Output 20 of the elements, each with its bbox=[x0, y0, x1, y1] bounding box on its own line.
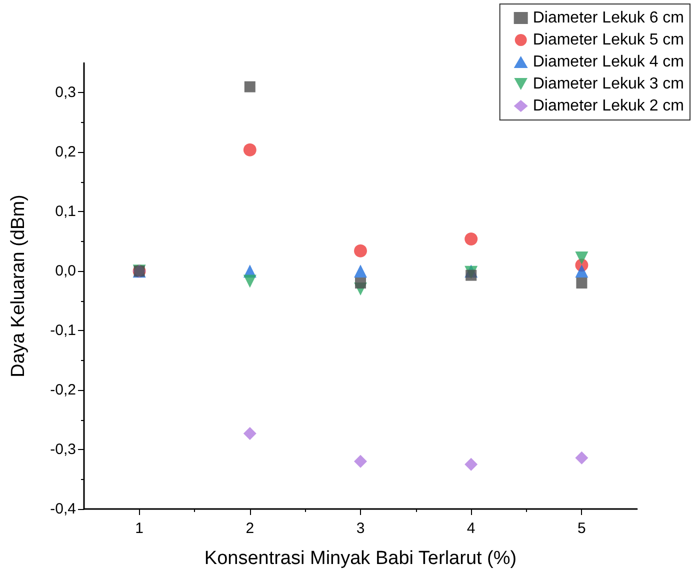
y-tick-label: 0,1 bbox=[55, 203, 76, 220]
y-tick-label: 0,0 bbox=[55, 262, 76, 280]
x-tick-label: 1 bbox=[135, 520, 144, 537]
y-axis-title: Daya Keluaran (dBm) bbox=[8, 194, 29, 378]
x-tick-label: 5 bbox=[578, 520, 586, 537]
y-tick-label: -0,3 bbox=[50, 441, 76, 458]
legend-label: Diameter Lekuk 5 cm bbox=[532, 32, 684, 48]
y-tick-label: -0,2 bbox=[50, 382, 76, 399]
legend-label: Diameter Lekuk 2 cm bbox=[532, 98, 684, 114]
legend-label: Diameter Lekuk 4 cm bbox=[532, 54, 684, 70]
y-tick-label: 0,2 bbox=[55, 144, 76, 161]
legend-label: Diameter Lekuk 3 cm bbox=[532, 76, 684, 92]
y-tick-label: -0,4 bbox=[50, 500, 76, 518]
legend-label: Diameter Lekuk 6 cm bbox=[532, 10, 684, 26]
x-tick-label: 2 bbox=[246, 520, 254, 537]
x-tick-label: 3 bbox=[356, 520, 365, 537]
x-axis-title: Konsentrasi Minyak Babi Terlarut (%) bbox=[204, 548, 517, 569]
y-tick-label: -0,1 bbox=[50, 322, 76, 340]
y-tick-label: 0,3 bbox=[55, 84, 76, 102]
x-tick-label: 4 bbox=[466, 520, 476, 537]
